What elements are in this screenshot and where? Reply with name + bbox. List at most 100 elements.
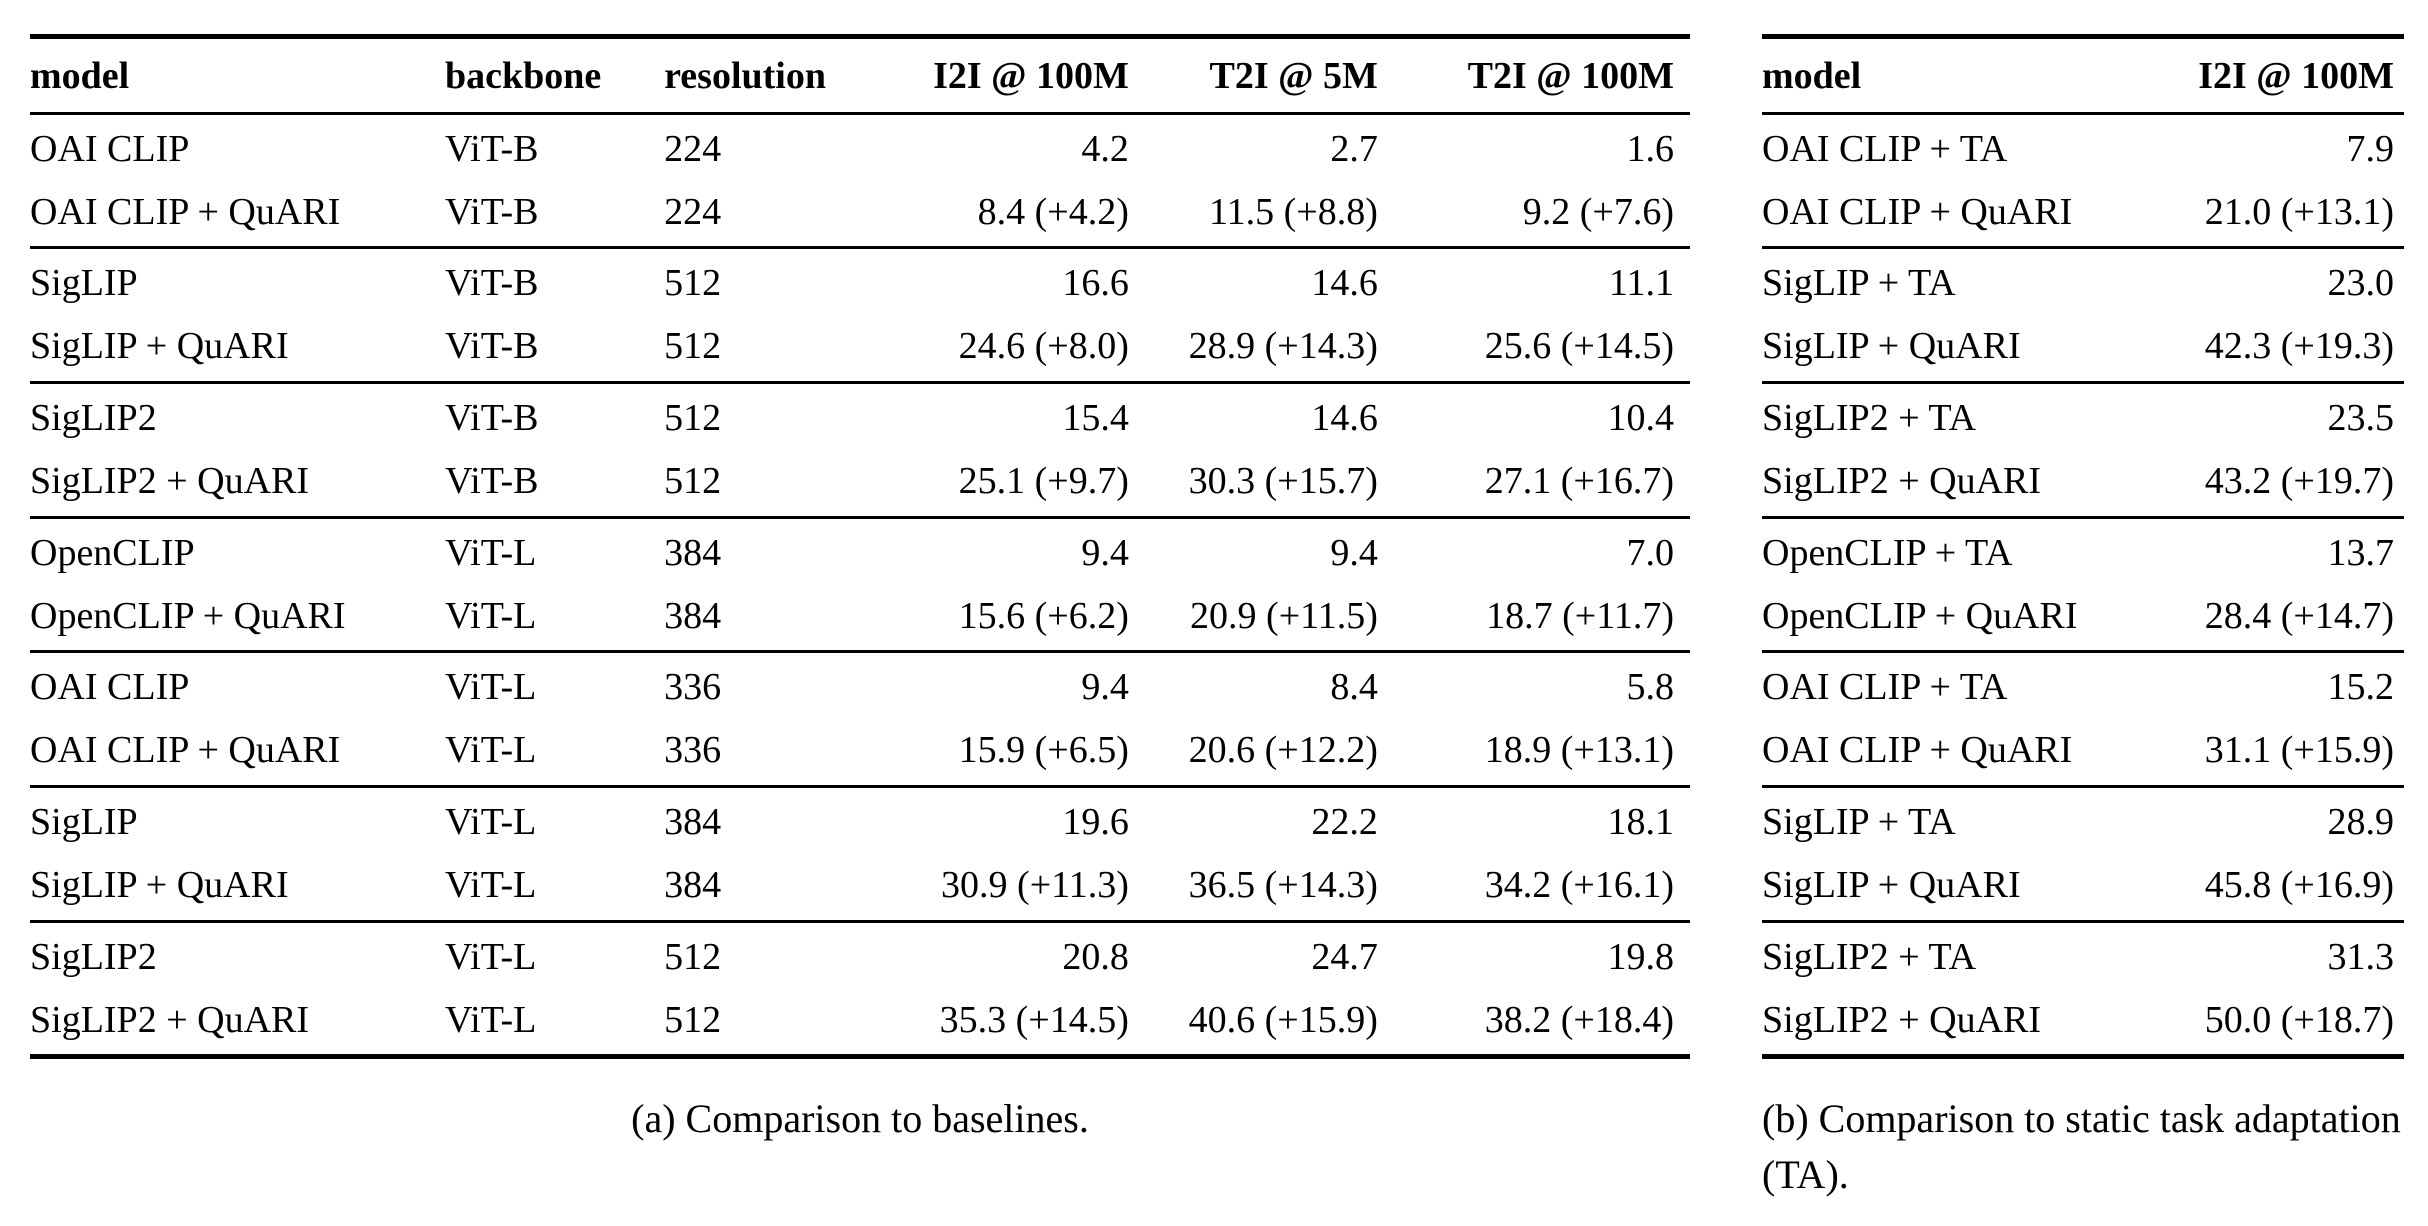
table-cell: SigLIP2 + QuARI [1762, 998, 2042, 1041]
table-cell: SigLIP2 + QuARI [30, 459, 310, 502]
task-adaptation-table: model I2I @ 100M OAI CLIP + TA 7.9 OAI CLIP… [1762, 34, 2404, 1060]
table-cell: 7.0 [1626, 531, 1675, 574]
table-cell: SigLIP [30, 801, 138, 844]
table-group: OpenCLIP ViT-L 384 9.4 9.4 7.0 OpenCLIP + QuAR… [30, 517, 1690, 652]
table-cell: SigLIP + TA [1762, 262, 1956, 305]
table-row: OAI CLIP ViT-B 224 4.2 2.7 1.6 [30, 113, 1690, 180]
table-cell: ViT-L [445, 666, 537, 709]
table-cell: OAI CLIP + QuARI [30, 190, 341, 233]
table-row: SigLIP2 ViT-L 512 20.8 24.7 19.8 [30, 921, 1690, 988]
table-cell: 16.6 [1062, 262, 1129, 305]
table-cell: 5.8 [1626, 666, 1675, 709]
table-group: SigLIP ViT-L 384 19.6 22.2 18.1 SigLIP + QuARI… [30, 787, 1690, 922]
table-cell: 23.5 [2327, 397, 2395, 440]
table-cell: 20.9 (+11.5) [1190, 594, 1378, 637]
table-cell: 512 [664, 935, 722, 978]
table-cell: ViT-L [445, 935, 537, 978]
table-row: SigLIP2 + QuARI ViT-B 512 25.1 (+9.7) 30.3 (… [30, 450, 1690, 517]
subfigure-b: model I2I @ 100M OAI CLIP + TA 7.9 OAI CLIP… [1762, 34, 2404, 1203]
table-cell: ViT-B [445, 190, 539, 233]
table-row: OpenCLIP + TA 13.7 [1762, 517, 2404, 584]
table-cell: SigLIP + TA [1762, 801, 1956, 844]
table-cell: OpenCLIP + TA [1762, 531, 2013, 574]
table-cell: 384 [664, 863, 722, 906]
table-row: SigLIP2 + QuARI 43.2 (+19.7) [1762, 450, 2404, 517]
table-cell: SigLIP2 + QuARI [30, 998, 310, 1041]
column-header: model [30, 36, 445, 115]
table-cell: 15.9 (+6.5) [958, 729, 1129, 772]
table-group: SigLIP2 + TA 23.5 SigLIP2 + QuARI 43.2 (+19… [1762, 383, 2404, 518]
table-row: OAI CLIP + QuARI ViT-B 224 8.4 (+4.2) 11.5 (… [30, 181, 1690, 248]
table-group: SigLIP2 ViT-B 512 15.4 14.6 10.4 SigLIP2 + QuA… [30, 383, 1690, 518]
caption-b: (b) Comparison to static task adaptation… [1762, 1096, 2401, 1198]
table-cell: 13.7 [2327, 531, 2395, 574]
table-cell: ViT-L [445, 801, 537, 844]
table-cell: 50.0 (+18.7) [2204, 998, 2394, 1041]
table-cell: 15.6 (+6.2) [958, 594, 1129, 637]
caption-a: (a) Comparison to baselines. [631, 1096, 1089, 1142]
table-group: SigLIP2 + TA 31.3 SigLIP2 + QuARI 50.0 (+18… [1762, 921, 2404, 1057]
table-row: OAI CLIP + QuARI 31.1 (+15.9) [1762, 719, 2404, 786]
table-group: OpenCLIP + TA 13.7 OpenCLIP + QuARI 28.4 (+… [1762, 517, 2404, 652]
table-cell: SigLIP2 + TA [1762, 397, 1977, 440]
table-cell: OAI CLIP + QuARI [1762, 190, 2073, 233]
table-row: SigLIP ViT-L 384 19.6 22.2 18.1 [30, 787, 1690, 854]
table-cell: 384 [664, 801, 722, 844]
table-cell: 336 [664, 666, 722, 709]
table-row: SigLIP + QuARI 45.8 (+16.9) [1762, 854, 2404, 921]
table-cell: 512 [664, 459, 722, 502]
table-group: SigLIP ViT-B 512 16.6 14.6 11.1 SigLIP + QuARI… [30, 248, 1690, 383]
column-header: I2I @ 100M [889, 36, 1129, 115]
table-cell: SigLIP + QuARI [1762, 325, 2021, 368]
table-cell: 34.2 (+16.1) [1484, 863, 1674, 906]
column-header: I2I @ 100M [2134, 36, 2404, 115]
table-cell: 36.5 (+14.3) [1188, 863, 1378, 906]
table-cell: 25.1 (+9.7) [958, 459, 1129, 502]
table-row: SigLIP + QuARI ViT-B 512 24.6 (+8.0) 28.9 (+… [30, 315, 1690, 382]
table-row: SigLIP2 + QuARI ViT-L 512 35.3 (+14.5) 40.6 … [30, 989, 1690, 1057]
table-cell: 512 [664, 262, 722, 305]
table-cell: ViT-L [445, 729, 537, 772]
column-header: T2I @ 100M [1377, 36, 1690, 115]
table-row: SigLIP2 ViT-B 512 15.4 14.6 10.4 [30, 383, 1690, 450]
table-cell: 384 [664, 594, 722, 637]
table-cell: 512 [664, 397, 722, 440]
table-header: model I2I @ 100M [1762, 36, 2404, 115]
table-cell: 20.8 [1062, 935, 1129, 978]
table-group: SigLIP + TA 28.9 SigLIP + QuARI 45.8 (+16.9… [1762, 787, 2404, 922]
table-cell: SigLIP + QuARI [30, 863, 289, 906]
table-group: OAI CLIP + TA 7.9 OAI CLIP + QuARI 21.0 (+1… [1762, 113, 2404, 248]
table-cell: 21.0 (+13.1) [2204, 190, 2394, 233]
table-group: OAI CLIP ViT-B 224 4.2 2.7 1.6 OAI CLIP + QuAR… [30, 113, 1690, 248]
table-row: SigLIP + QuARI 42.3 (+19.3) [1762, 315, 2404, 382]
table-cell: 30.3 (+15.7) [1188, 459, 1378, 502]
table-cell: 43.2 (+19.7) [2204, 459, 2394, 502]
table-cell: 18.9 (+13.1) [1484, 729, 1674, 772]
table-row: OAI CLIP + QuARI 21.0 (+13.1) [1762, 181, 2404, 248]
table-cell: 2.7 [1330, 127, 1378, 170]
table-row: SigLIP2 + TA 31.3 [1762, 921, 2404, 988]
table-cell: 384 [664, 531, 722, 574]
subfigure-row: model backbone resolution I2I @ 100M T2I @ 5… [30, 34, 2404, 1203]
table-cell: ViT-B [445, 127, 539, 170]
table-cell: OAI CLIP [30, 666, 190, 709]
table-row: OpenCLIP ViT-L 384 9.4 9.4 7.0 [30, 517, 1690, 584]
table-cell: 224 [664, 190, 722, 233]
table-row: OpenCLIP + QuARI ViT-L 384 15.6 (+6.2) 20.9 … [30, 585, 1690, 652]
baselines-table: model backbone resolution I2I @ 100M T2I @ 5… [30, 34, 1690, 1060]
table-cell: 28.4 (+14.7) [2204, 594, 2394, 637]
table-cell: OAI CLIP + QuARI [1762, 729, 2073, 772]
table-cell: ViT-B [445, 459, 539, 502]
table-cell: 31.3 [2327, 935, 2395, 978]
table-cell: ViT-L [445, 863, 537, 906]
table-cell: OAI CLIP + QuARI [30, 729, 341, 772]
table-cell: 336 [664, 729, 722, 772]
table-cell: 18.7 (+11.7) [1486, 594, 1674, 637]
column-header: T2I @ 5M [1128, 36, 1378, 115]
table-row: OAI CLIP + TA 15.2 [1762, 652, 2404, 719]
table-cell: OAI CLIP + TA [1762, 666, 2008, 709]
table-cell: 8.4 [1330, 666, 1378, 709]
table-cell: 28.9 (+14.3) [1188, 325, 1378, 368]
table-cell: 15.4 [1062, 397, 1129, 440]
table-cell: 30.9 (+11.3) [941, 863, 1129, 906]
